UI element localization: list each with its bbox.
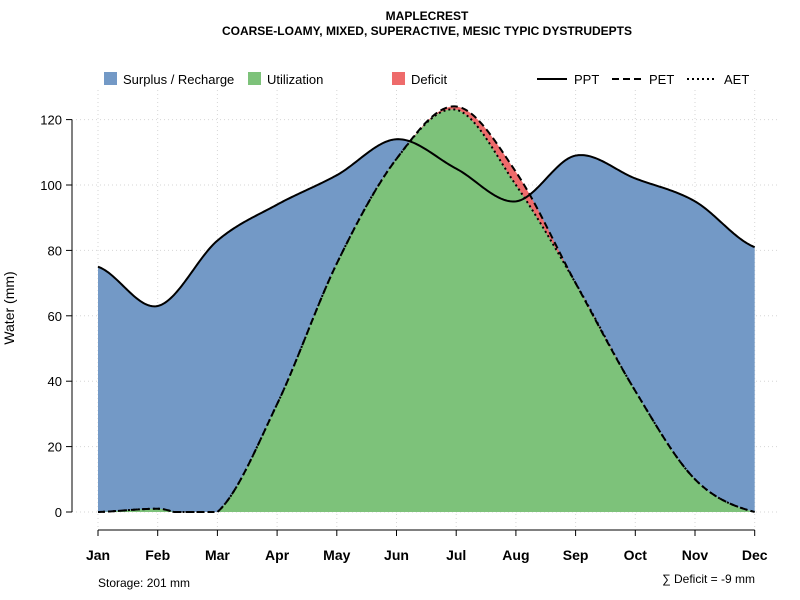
x-tick-label-aug: Aug [502, 547, 529, 563]
deficit-note: ∑ Deficit = -9 mm [662, 572, 755, 586]
x-tick-label-sep: Sep [563, 547, 589, 563]
series-line-pet [97, 105, 755, 513]
storage-note: Storage: 201 mm [98, 576, 190, 590]
x-tick-label-jun: Jun [384, 547, 409, 563]
y-axis-label: Water (mm) [1, 271, 17, 344]
legend-swatch-utilization [248, 72, 261, 85]
legend-label-deficit: Deficit [411, 72, 448, 87]
x-tick-label-nov: Nov [682, 547, 709, 563]
legend-label-aet: AET [724, 72, 749, 87]
utilization-area [98, 109, 755, 512]
legend-label-surplus: Surplus / Recharge [123, 72, 234, 87]
x-tick-label-feb: Feb [145, 547, 170, 563]
axes: 0 20 40 60 80 100 120 Jan Feb Mar Apr May Jun Jul Aug S… [40, 113, 767, 563]
legend-swatch-surplus [104, 72, 117, 85]
x-tick-label-apr: Apr [265, 547, 290, 563]
legend: Surplus / Recharge Utilization Deficit P… [104, 72, 749, 87]
chart-subtitle: COARSE-LOAMY, MIXED, SUPERACTIVE, MESIC … [222, 24, 632, 38]
y-tick-label: 20 [48, 440, 62, 455]
x-tick-label-mar: Mar [205, 547, 230, 563]
y-tick-label: 40 [48, 374, 62, 389]
x-tick-label-jul: Jul [446, 547, 466, 563]
x-tick-label-jan: Jan [86, 547, 110, 563]
x-tick-label-oct: Oct [624, 547, 648, 563]
legend-label-ppt: PPT [574, 72, 599, 87]
y-tick-label: 120 [40, 113, 62, 128]
legend-swatch-deficit [392, 72, 405, 85]
x-tick-label-dec: Dec [742, 547, 768, 563]
y-tick-label: 0 [55, 505, 62, 520]
legend-label-pet: PET [649, 72, 674, 87]
legend-label-utilization: Utilization [267, 72, 323, 87]
series-line-ppt [97, 138, 756, 308]
y-tick-label: 80 [48, 243, 62, 258]
y-tick-label: 100 [40, 178, 62, 193]
y-tick-label: 60 [48, 309, 62, 324]
area-fills [98, 106, 755, 513]
series-lines [97, 105, 756, 513]
x-tick-label-may: May [323, 547, 350, 563]
chart-title: MAPLECREST [386, 9, 469, 23]
